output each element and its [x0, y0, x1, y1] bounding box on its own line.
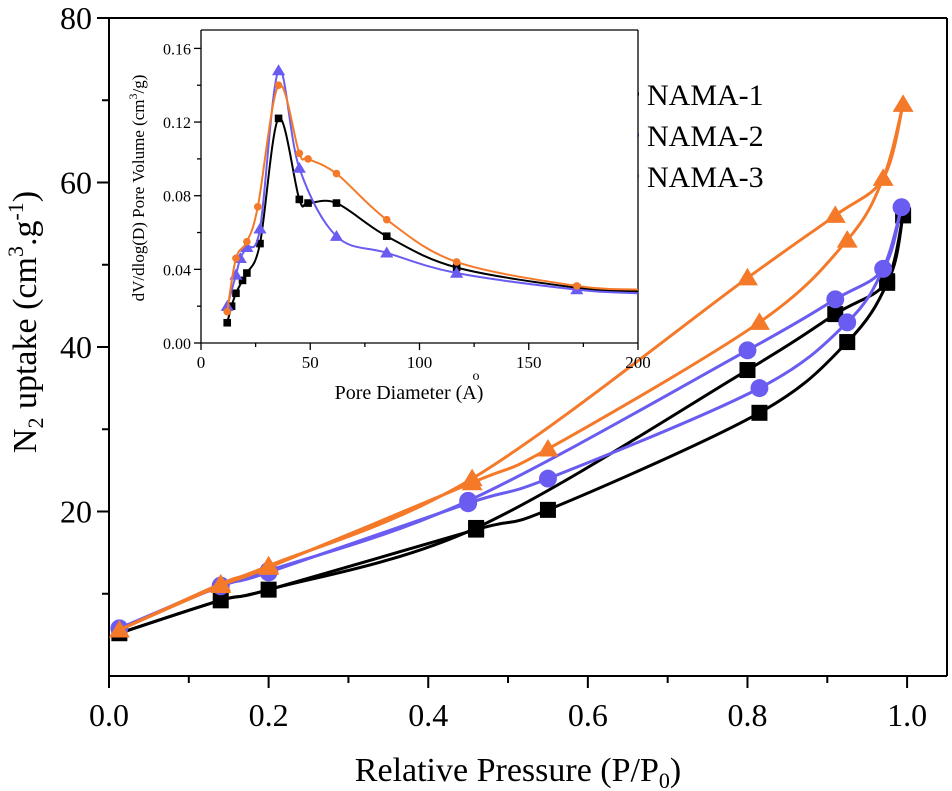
main-x-axis-title: Relative Pressure (P/P0) — [355, 752, 681, 791]
main-y-tick-label: 60 — [60, 165, 92, 201]
inset-plot: 0 50 100 150 200 0.00 0.04 0.08 0.12 0.16 Pore Di… — [126, 29, 651, 404]
inset-series-nama-3 — [223, 81, 639, 316]
main-ticks — [97, 17, 909, 688]
inset-data-point — [295, 149, 304, 158]
inset-y-tick-label: 0.16 — [163, 41, 191, 58]
inset-data-point — [332, 199, 341, 207]
main-x-tick-label: 0.8 — [727, 697, 767, 733]
main-data-point — [537, 438, 559, 457]
inset-data-point — [380, 246, 394, 258]
inset-data-point — [253, 222, 267, 234]
inset-series — [220, 64, 639, 327]
main-data-point — [879, 274, 896, 291]
inset-x-axis-title-accent: o — [473, 369, 480, 384]
main-data-point — [824, 205, 846, 223]
main-x-tick-label: 0.2 — [249, 697, 289, 733]
main-data-point — [874, 259, 893, 278]
inset-data-point — [450, 266, 464, 278]
inset-data-point — [304, 155, 312, 163]
inset-data-point — [238, 276, 247, 285]
main-x-tick-label: 0.0 — [89, 697, 129, 733]
inset-x-tick-label: 200 — [625, 353, 651, 372]
inset-data-point — [332, 169, 341, 178]
inset-data-point — [227, 302, 236, 310]
main-data-point — [459, 494, 478, 513]
main-x-tick-label: 0.4 — [408, 697, 448, 733]
inset-y-tick-label: 0.08 — [163, 189, 191, 206]
inset-x-tick-label: 0 — [197, 353, 206, 372]
inset-x-tick-label: 150 — [516, 353, 542, 372]
legend-label: NAMA-3 — [647, 161, 764, 194]
inset-ticks — [194, 47, 639, 350]
inset-data-point — [274, 81, 283, 90]
inset-data-point — [382, 215, 391, 224]
inset-y-tick-label: 0.04 — [163, 262, 191, 279]
legend-label: NAMA-2 — [647, 120, 764, 153]
main-data-point — [748, 312, 770, 330]
inset-y-axis-title: dV/dlog(D) Pore Volume (cm3/g) — [126, 75, 148, 302]
main-tick-labels: 0.0 0.2 0.4 0.6 0.8 1.0 20 40 60 80 — [60, 0, 927, 733]
main-data-point — [751, 404, 768, 421]
inset-data-point — [304, 199, 312, 207]
inset-y-tick-label: 0.12 — [163, 115, 191, 132]
main-data-point — [538, 469, 557, 488]
main-data-point — [836, 230, 858, 248]
inset-data-point — [382, 232, 391, 241]
main-data-point — [539, 501, 556, 518]
main-plot: 0.0 0.2 0.4 0.6 0.8 1.0 20 40 60 80 Relative Pres… — [3, 0, 948, 791]
inset-x-axis-title: Pore Diameter (A) — [335, 382, 484, 404]
inset-data-point — [232, 254, 240, 263]
main-data-point — [892, 198, 911, 217]
main-x-tick-label: 1.0 — [887, 697, 927, 733]
inset-data-point — [256, 239, 264, 248]
main-data-point — [461, 472, 483, 491]
main-data-point — [108, 619, 130, 638]
inset-data-point — [272, 64, 286, 76]
inset-tick-labels: 0 50 100 150 200 0.00 0.04 0.08 0.12 0.16 — [163, 41, 651, 372]
inset-data-point — [232, 289, 240, 298]
inset-data-point — [243, 237, 251, 246]
main-data-point — [838, 313, 857, 332]
main-data-point — [872, 168, 894, 186]
legend-label: NAMA-1 — [647, 79, 764, 112]
inset-x-tick-label: 50 — [302, 353, 319, 372]
main-data-point — [827, 306, 844, 323]
main-data-point — [750, 379, 769, 398]
main-data-point — [210, 575, 232, 594]
inset-x-tick-label: 100 — [407, 353, 433, 372]
inset-data-point — [243, 269, 251, 277]
main-data-point — [212, 592, 229, 609]
main-data-point — [839, 334, 856, 351]
main-data-point — [739, 362, 756, 379]
main-data-point — [468, 521, 485, 538]
inset-data-point — [274, 114, 283, 123]
main-adsorption-line — [118, 103, 905, 632]
main-y-tick-label: 40 — [60, 329, 92, 365]
main-data-point — [826, 290, 845, 309]
main-data-point — [736, 267, 758, 286]
inset-data-point — [292, 161, 306, 173]
inset-data-point — [254, 202, 262, 211]
main-y-tick-label: 20 — [60, 494, 92, 530]
main-data-point — [892, 94, 914, 112]
main-series-nama-3 — [108, 94, 914, 638]
inset-data-point — [295, 195, 304, 204]
main-data-point — [738, 341, 757, 360]
main-x-tick-label: 0.6 — [568, 697, 608, 733]
inset-data-point — [452, 258, 461, 266]
inset-data-point — [223, 318, 232, 327]
inset-y-tick-label: 0.00 — [163, 336, 191, 353]
main-y-tick-label: 80 — [60, 0, 92, 36]
main-series — [108, 94, 914, 642]
main-data-point — [260, 581, 277, 598]
inset-data-point — [240, 241, 254, 252]
inset-data-point — [329, 229, 344, 241]
inset-data-point — [573, 282, 581, 290]
main-data-point — [258, 557, 280, 575]
main-y-axis-title: N2 uptake (cm3.g-1) — [3, 191, 48, 453]
inset-data-point — [223, 307, 232, 316]
